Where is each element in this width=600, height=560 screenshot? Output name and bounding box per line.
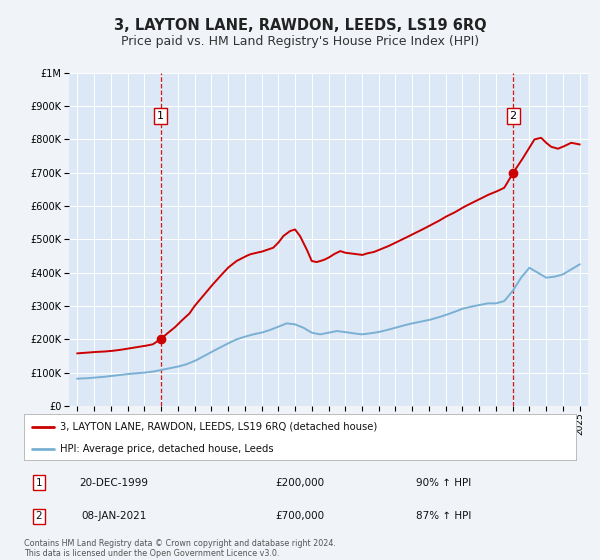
Text: 1: 1 (157, 111, 164, 121)
Text: Contains HM Land Registry data © Crown copyright and database right 2024.
This d: Contains HM Land Registry data © Crown c… (24, 539, 336, 558)
Text: 87% ↑ HPI: 87% ↑ HPI (416, 511, 472, 521)
Text: 1: 1 (35, 478, 43, 488)
Text: 3, LAYTON LANE, RAWDON, LEEDS, LS19 6RQ: 3, LAYTON LANE, RAWDON, LEEDS, LS19 6RQ (113, 18, 487, 32)
Text: £200,000: £200,000 (275, 478, 325, 488)
Text: Price paid vs. HM Land Registry's House Price Index (HPI): Price paid vs. HM Land Registry's House … (121, 35, 479, 49)
Text: 20-DEC-1999: 20-DEC-1999 (79, 478, 149, 488)
Text: 08-JAN-2021: 08-JAN-2021 (82, 511, 146, 521)
Text: 3, LAYTON LANE, RAWDON, LEEDS, LS19 6RQ (detached house): 3, LAYTON LANE, RAWDON, LEEDS, LS19 6RQ … (60, 422, 377, 432)
Text: £700,000: £700,000 (275, 511, 325, 521)
Text: 2: 2 (509, 111, 517, 121)
Text: 90% ↑ HPI: 90% ↑ HPI (416, 478, 472, 488)
Text: HPI: Average price, detached house, Leeds: HPI: Average price, detached house, Leed… (60, 444, 274, 454)
Text: 2: 2 (35, 511, 43, 521)
